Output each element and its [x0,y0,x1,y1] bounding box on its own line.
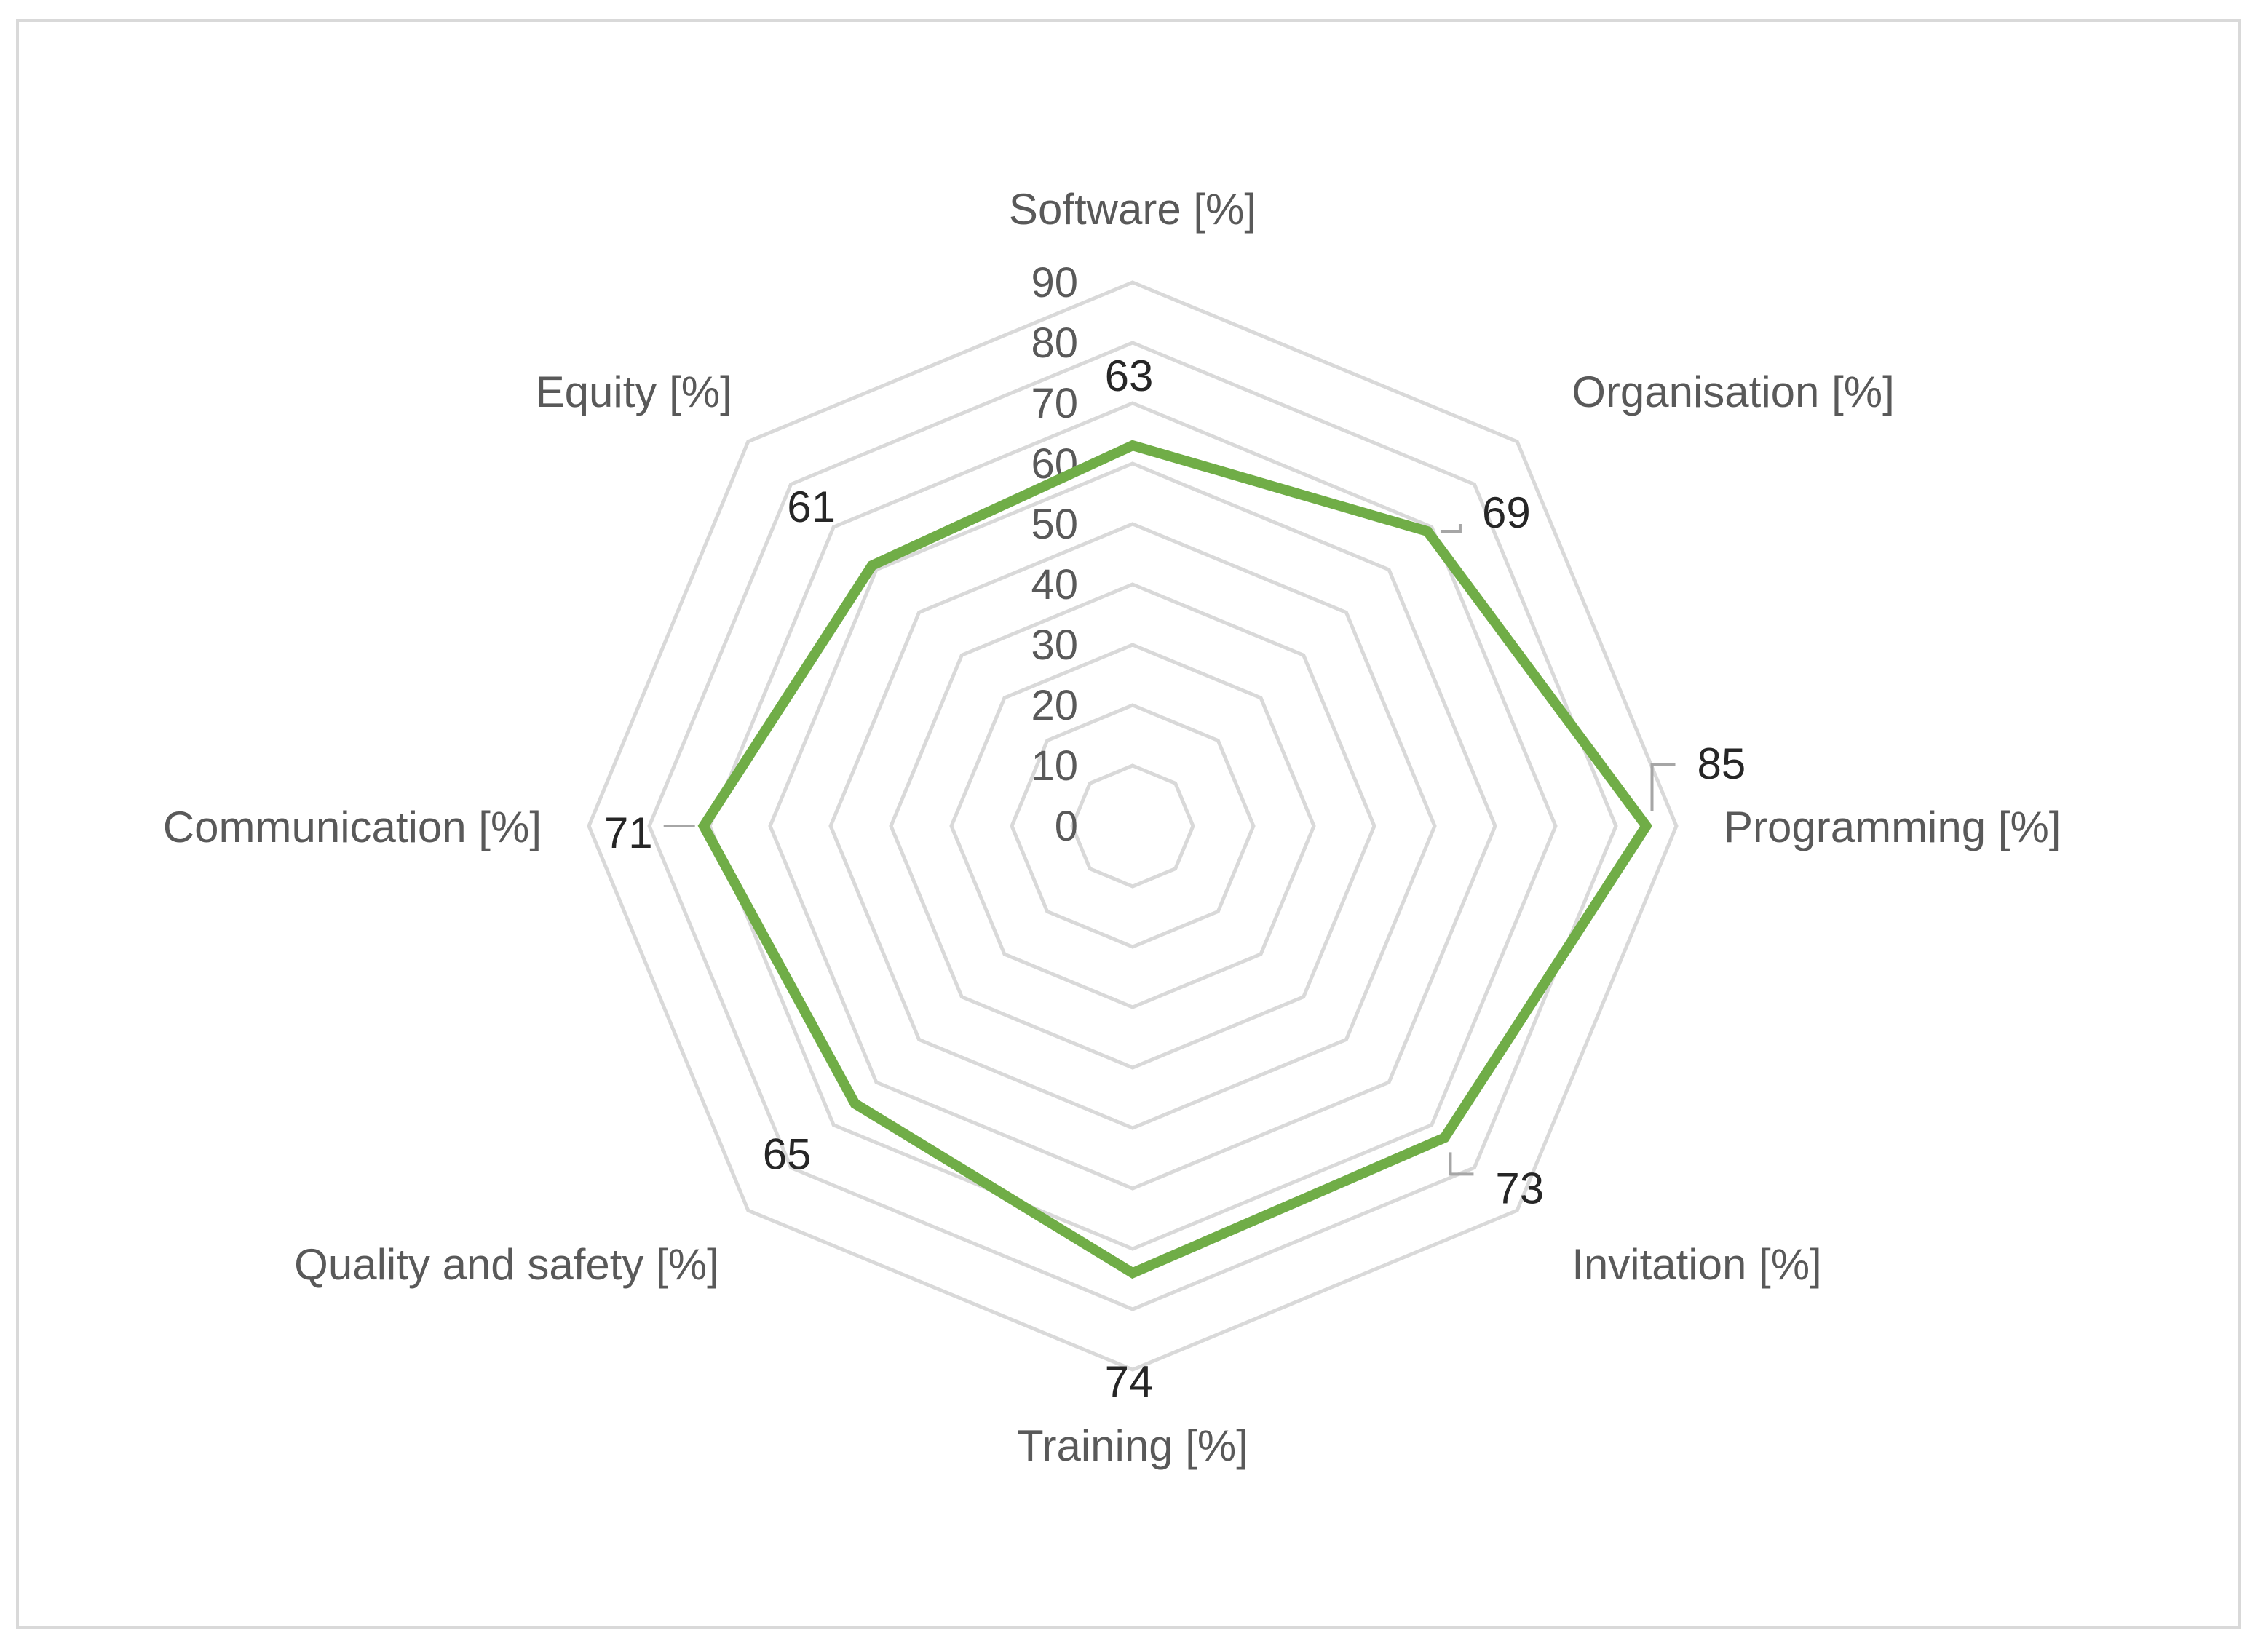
axis-label-layer: Software [%] Organisation [%] Programming … [163,185,2061,1470]
gridline-80 [647,341,1618,1311]
gridline-50 [828,522,1437,1130]
tick-label: 90 [1031,259,1078,306]
gridline-90 [587,280,1679,1372]
axis-label-7: Equity [%] [536,368,732,416]
gridline-30 [949,643,1316,1009]
data-label-leader-1 [1440,524,1462,533]
gridline-20 [1010,703,1256,949]
data-label-layer: 63 69 85 73 74 65 71 61 [604,352,1746,1406]
tick-label: 80 [1031,319,1078,367]
data-point-0 [1130,443,1135,448]
data-label-6: 71 [604,809,653,857]
grid-layer [587,280,1679,1372]
data-label-1: 69 [1482,488,1531,537]
data-label-leader-3 [1449,1152,1474,1176]
axis-label-2: Programming [%] [1724,803,2061,851]
data-point-5 [852,1101,857,1106]
data-point-3 [1442,1135,1447,1140]
data-point-1 [1425,529,1430,534]
axis-label-4: Training [%] [1017,1421,1248,1470]
data-label-leader-2 [1650,763,1676,811]
gridline-70 [708,401,1558,1251]
axis-label-3: Invitation [%] [1572,1240,1822,1289]
gridline-60 [768,461,1497,1191]
tick-label: 10 [1031,742,1078,790]
data-label-0: 63 [1105,352,1154,400]
series-layer [697,440,1653,1279]
axis-label-0: Software [%] [1009,185,1256,234]
tick-label: 20 [1031,682,1078,729]
axis-label-6: Communication [%] [163,803,542,851]
tick-label: 0 [1055,803,1078,850]
data-point-6 [701,824,706,828]
data-label-5: 65 [763,1129,812,1178]
tick-label: 40 [1031,561,1078,608]
gridline-10 [1070,763,1195,889]
tick-label: 30 [1031,622,1078,669]
tick-label: 70 [1031,380,1078,427]
chart-frame [16,19,2241,1629]
axis-label-1: Organisation [%] [1572,368,1895,416]
data-label-4: 74 [1105,1357,1154,1406]
data-point-7 [869,563,874,568]
data-label-3: 73 [1495,1164,1544,1212]
tick-label: 50 [1031,501,1078,548]
data-point-4 [1130,1271,1135,1276]
data-label-7: 61 [787,483,836,531]
data-label-2: 85 [1698,739,1746,788]
axis-label-5: Quality and safety [%] [294,1240,719,1289]
data-point-2 [1644,824,1649,828]
gridline-40 [889,582,1376,1070]
